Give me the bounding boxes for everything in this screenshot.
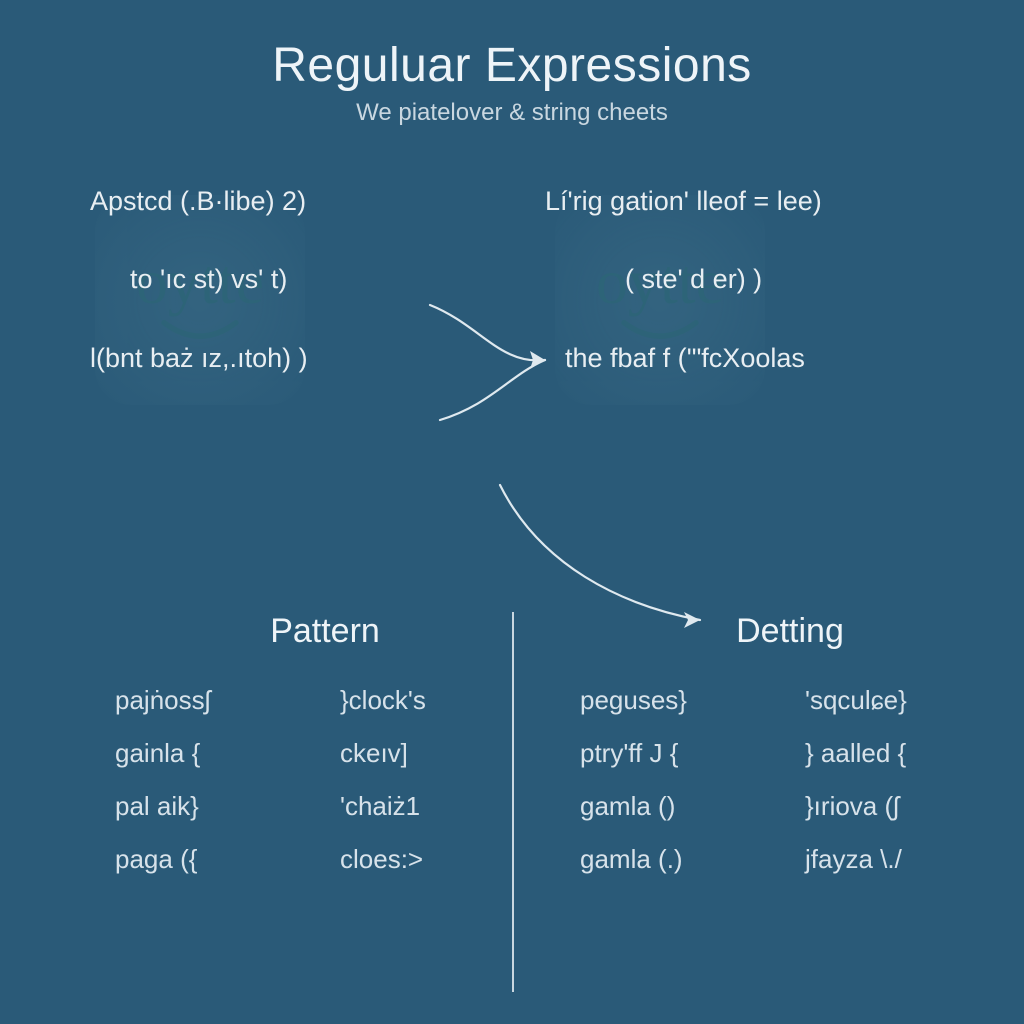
cell: ckeıv]	[340, 738, 535, 769]
page-title: Reguluar Expressions	[0, 38, 1024, 93]
cell: gamla ()	[580, 791, 775, 822]
cell: gainla {	[115, 738, 310, 769]
lower-tables: Pattern pajṅossʃ }clock's gainla { ckeıv…	[0, 612, 1024, 1012]
section-title: Pattern	[115, 612, 535, 651]
header: Reguluar Expressions We piatelover & str…	[0, 0, 1024, 127]
page-subtitle: We piatelover & string cheets	[0, 99, 1024, 127]
cell: } aalled {	[805, 738, 1000, 769]
cell: 'sqculɕe}	[805, 685, 1000, 716]
upper-diagram: oytte oytte Apstcd (.B·libe) 2) to 'ıc s…	[0, 185, 1024, 465]
cell: }clock's	[340, 685, 535, 716]
cell: }ıriova (ʃ	[805, 791, 1000, 822]
code-line: Apstcd (.B·libe) 2)	[90, 185, 510, 217]
section-title: Detting	[580, 612, 1000, 651]
code-line: ( ste' d er) )	[545, 263, 965, 295]
pattern-grid: pajṅossʃ }clock's gainla { ckeıv] pal ai…	[115, 685, 535, 875]
cell: pajṅossʃ	[115, 685, 310, 716]
code-line: Lí'rig gation' lleof = lee)	[545, 185, 965, 217]
upper-right-col: Lí'rig gation' lleof = lee) ( ste' d er)…	[545, 185, 965, 420]
cell: ptry'ff J {	[580, 738, 775, 769]
cell: gamla (.)	[580, 844, 775, 875]
code-line: to 'ıc st) vs' t)	[90, 263, 510, 295]
detting-grid: peguses} 'sqculɕe} ptry'ff J { } aalled …	[580, 685, 1000, 875]
pattern-section: Pattern pajṅossʃ }clock's gainla { ckeıv…	[115, 612, 535, 875]
cell: cloes:>	[340, 844, 535, 875]
cell: pal aik}	[115, 791, 310, 822]
cell: peguses}	[580, 685, 775, 716]
detting-section: Detting peguses} 'sqculɕe} ptry'ff J { }…	[580, 612, 1000, 875]
upper-left-col: Apstcd (.B·libe) 2) to 'ıc st) vs' t) l(…	[90, 185, 510, 420]
cell: jfayza \./	[805, 844, 1000, 875]
cell: 'chaiż1	[340, 791, 535, 822]
code-line: l(bnt baż ız,.ıtoh) )	[90, 342, 510, 374]
cell: paga ({	[115, 844, 310, 875]
code-line: the fbaf f ('"fcXoolas	[545, 342, 965, 374]
